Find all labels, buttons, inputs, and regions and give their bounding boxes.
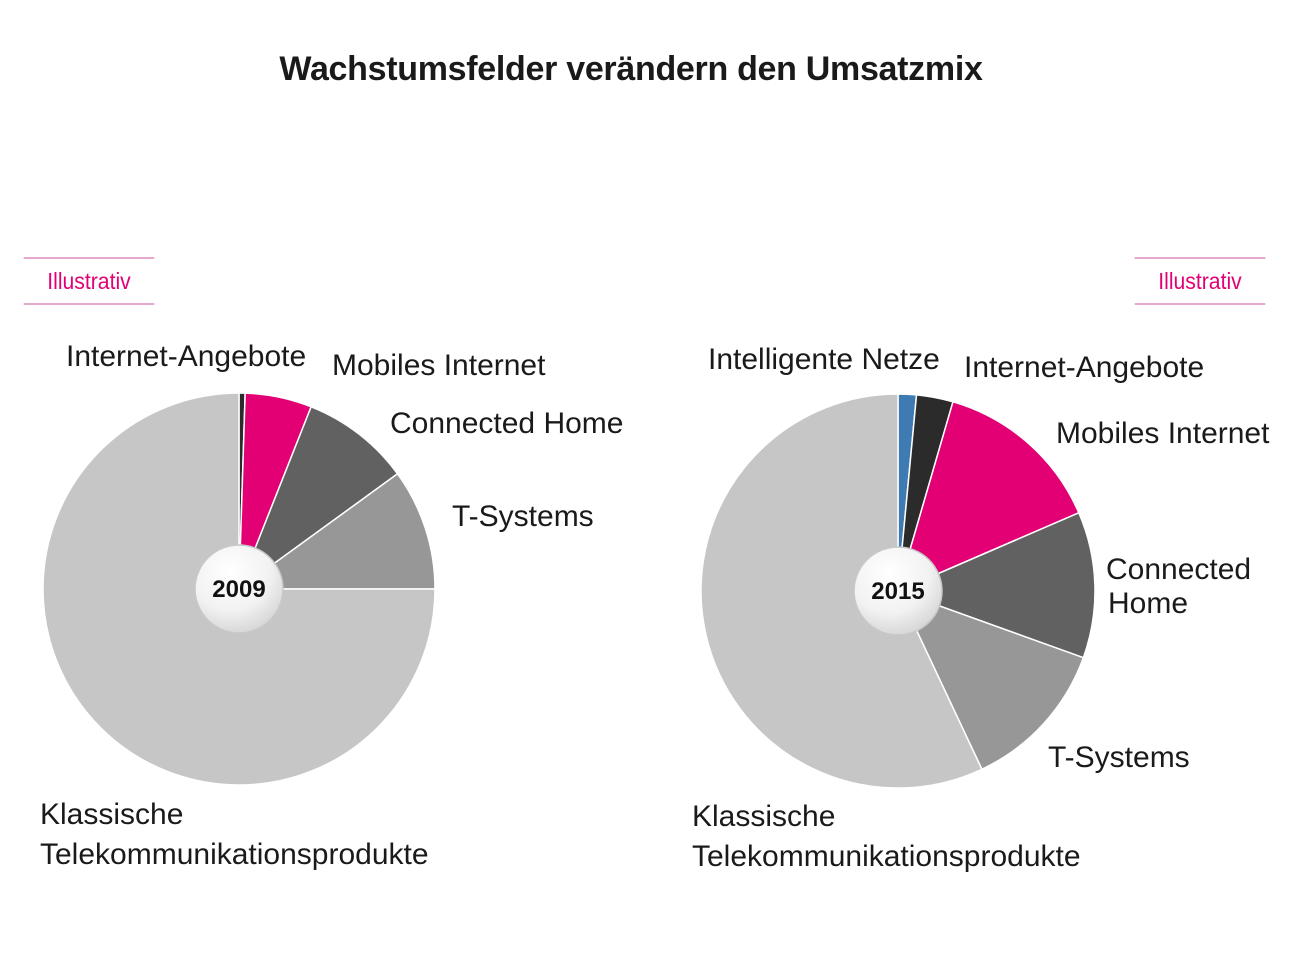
label-2015-internet-angebote: Internet-Angebote — [964, 351, 1204, 384]
center-hub-2015: 2015 — [853, 546, 943, 636]
pie-slice-2015-connected-home — [897, 512, 1096, 659]
pie-chart-2015 — [700, 393, 1096, 789]
label-2015-connected-home-line1: Connected — [1106, 553, 1251, 586]
label-2015-klassische-line1: Klassische — [692, 800, 835, 833]
label-2015-mobiles-internet: Mobiles Internet — [1056, 417, 1270, 450]
label-2015-klassische-line2: Telekommunikationsprodukte — [692, 840, 1081, 873]
pie-chart-2009 — [42, 392, 436, 786]
label-2009-klassische-line2: Telekommunikationsprodukte — [40, 838, 429, 871]
label-2009-internet-angebote: Internet-Angebote — [66, 340, 306, 373]
label-2015-intelligente-netze: Intelligente Netze — [708, 343, 940, 376]
pie-slice-2015-t-systems — [897, 590, 1085, 770]
pie-slice-2009-klassische-telekommunikationsprodukte — [42, 392, 436, 786]
year-label-2009: 2009 — [212, 576, 265, 603]
pie-slice-2009-t-systems — [238, 473, 436, 590]
illustrativ-badge-left: Illustrativ — [23, 257, 155, 305]
chart-title: Wachstumsfelder verändern den Umsatzmix — [279, 50, 983, 88]
illustrativ-badge-right: Illustrativ — [1134, 257, 1266, 305]
pie-slice-2009-connected-home — [238, 406, 399, 590]
label-2009-t-systems: T-Systems — [452, 500, 594, 533]
year-label-2015: 2015 — [871, 578, 924, 605]
label-2009-connected-home: Connected Home — [390, 407, 623, 440]
center-hub-2009: 2009 — [194, 544, 284, 634]
label-2009-mobiles-internet: Mobiles Internet — [332, 349, 546, 382]
label-2015-t-systems: T-Systems — [1048, 741, 1190, 774]
pie-slice-2015-mobiles-internet — [897, 401, 1080, 592]
label-2009-klassische-line1: Klassische — [40, 798, 183, 831]
pie-slice-2015-klassische-telekommunikationsprodukte — [700, 393, 983, 789]
label-2015-connected-home-line2: Home — [1108, 587, 1188, 620]
